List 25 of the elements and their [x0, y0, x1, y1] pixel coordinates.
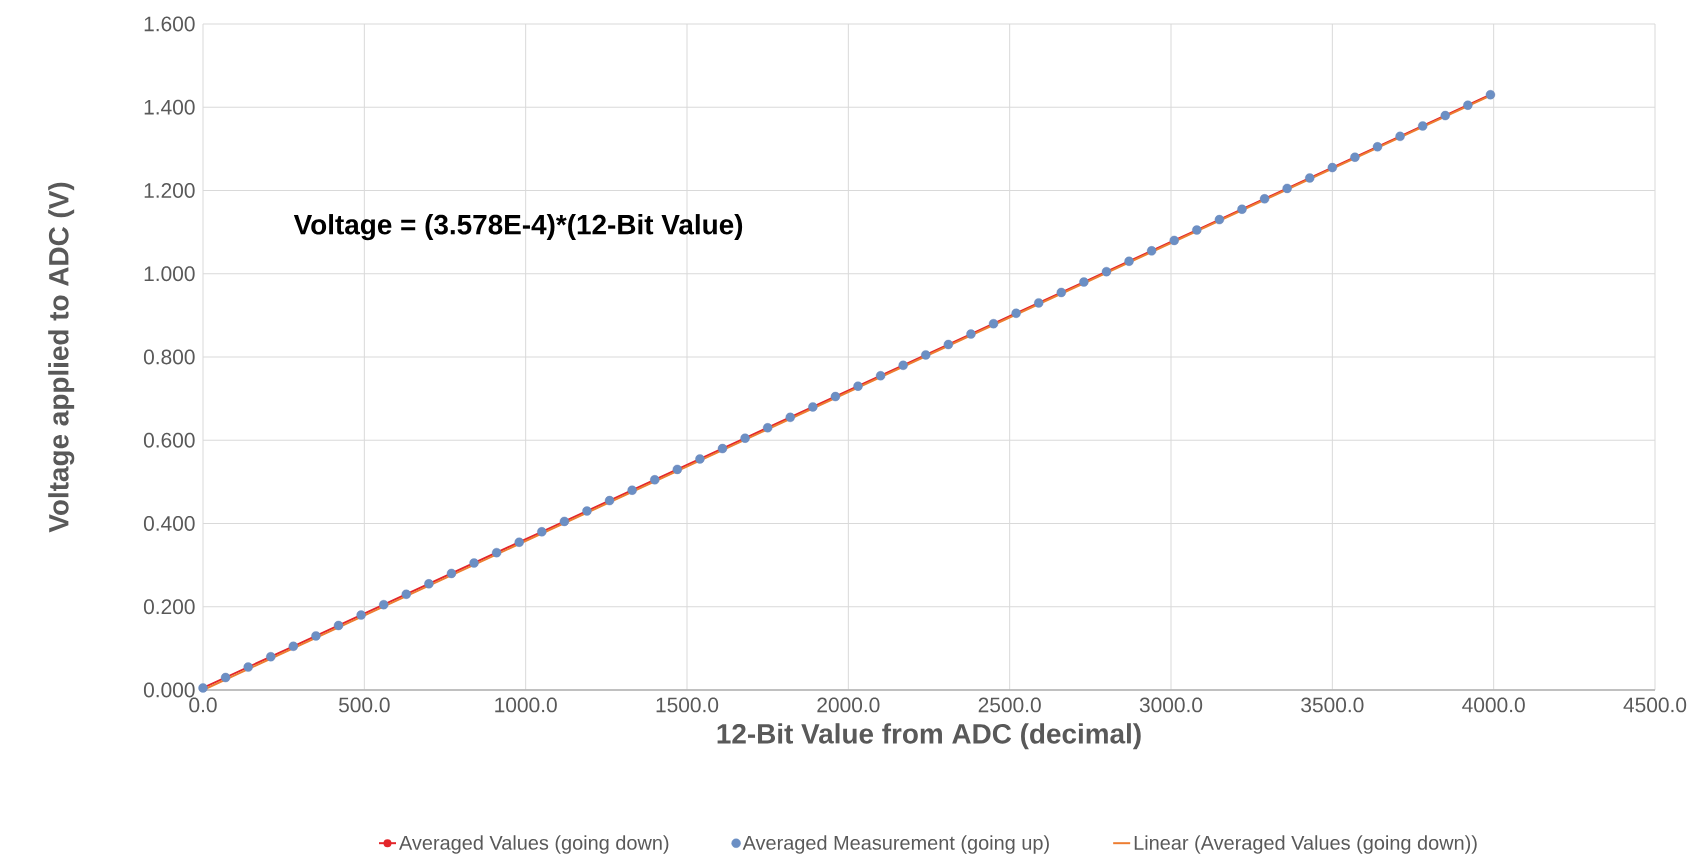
y-tick-label: 0.600: [143, 432, 195, 448]
x-tick-label: 0.0: [189, 697, 217, 713]
x-tick-label: 1000.0: [495, 697, 557, 713]
legend-label: Linear (Averaged Values (going down)): [1134, 835, 1477, 854]
y-tick-label: 1.200: [144, 183, 195, 198]
x-tick-label: 500.0: [339, 697, 390, 713]
x-tick-label: 4000.0: [1462, 697, 1525, 713]
x-tick-label: 2500.0: [978, 697, 1041, 713]
annotation: Voltage = (3.578E-4)*(12-Bit Value): [293, 214, 743, 241]
y-tick-label: 0.400: [143, 516, 195, 531]
y-axis-title: Voltage applied to ADC (V): [48, 182, 75, 533]
x-tick-label: 4500.0: [1623, 697, 1687, 713]
x-tick-label: 3500.0: [1301, 697, 1364, 713]
x-tick-label: 3000.0: [1139, 697, 1203, 713]
x-tick-label: 2000.0: [817, 697, 880, 713]
legend-label: Averaged Values (going down): [399, 835, 669, 854]
y-tick-label: 0.200: [143, 599, 195, 615]
y-tick-label: 1.400: [144, 99, 195, 115]
x-axis-title: 12-Bit Value from ADC (decimal): [717, 723, 1141, 750]
y-tick-label: 1.600: [144, 16, 195, 32]
y-tick-label: 0.000: [143, 682, 195, 698]
x-tick-label: 1500.0: [656, 697, 719, 713]
y-tick-label: 0.800: [143, 349, 195, 365]
legend-label: Averaged Measurement (going up): [742, 835, 1049, 854]
y-tick-label: 1.000: [144, 266, 195, 282]
